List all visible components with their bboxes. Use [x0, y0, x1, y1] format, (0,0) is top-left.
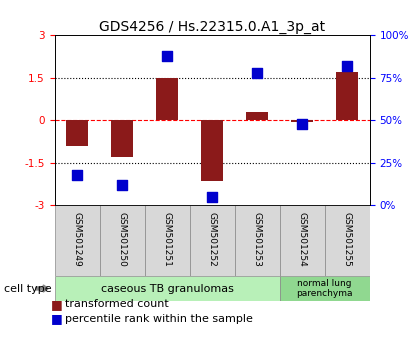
Text: GSM501253: GSM501253 [252, 212, 262, 267]
Bar [55, 276, 280, 301]
Bar [280, 205, 325, 276]
Point [254, 70, 260, 76]
Text: ■: ■ [51, 298, 63, 311]
Text: GSM501251: GSM501251 [163, 212, 172, 267]
Bar [201, 120, 223, 181]
Bar [156, 79, 178, 120]
Point [164, 53, 171, 59]
Point [119, 182, 126, 188]
Text: transformed count: transformed count [65, 299, 169, 309]
Text: GSM501254: GSM501254 [298, 212, 307, 267]
Point [299, 121, 305, 127]
Bar [100, 205, 144, 276]
Bar [111, 120, 134, 157]
Bar [189, 205, 235, 276]
Text: normal lung
parenchyma: normal lung parenchyma [297, 279, 353, 298]
Text: caseous TB granulomas: caseous TB granulomas [101, 284, 234, 293]
Text: GSM501255: GSM501255 [343, 212, 352, 267]
Text: GSM501252: GSM501252 [207, 212, 217, 267]
Point [209, 194, 215, 200]
Text: GSM501249: GSM501249 [73, 212, 81, 267]
Bar [55, 205, 100, 276]
Title: GDS4256 / Hs.22315.0.A1_3p_at: GDS4256 / Hs.22315.0.A1_3p_at [99, 21, 325, 34]
Text: percentile rank within the sample: percentile rank within the sample [65, 314, 253, 324]
Bar [291, 120, 313, 122]
Bar [66, 120, 88, 146]
Text: ■: ■ [51, 312, 63, 325]
Bar [325, 205, 370, 276]
Point [344, 63, 350, 69]
Bar [246, 113, 268, 120]
Bar [144, 205, 189, 276]
Point [74, 172, 81, 178]
Bar [280, 276, 370, 301]
Bar [336, 72, 358, 120]
Text: GSM501250: GSM501250 [118, 212, 126, 267]
Bar [235, 205, 280, 276]
Text: cell type: cell type [4, 284, 52, 293]
